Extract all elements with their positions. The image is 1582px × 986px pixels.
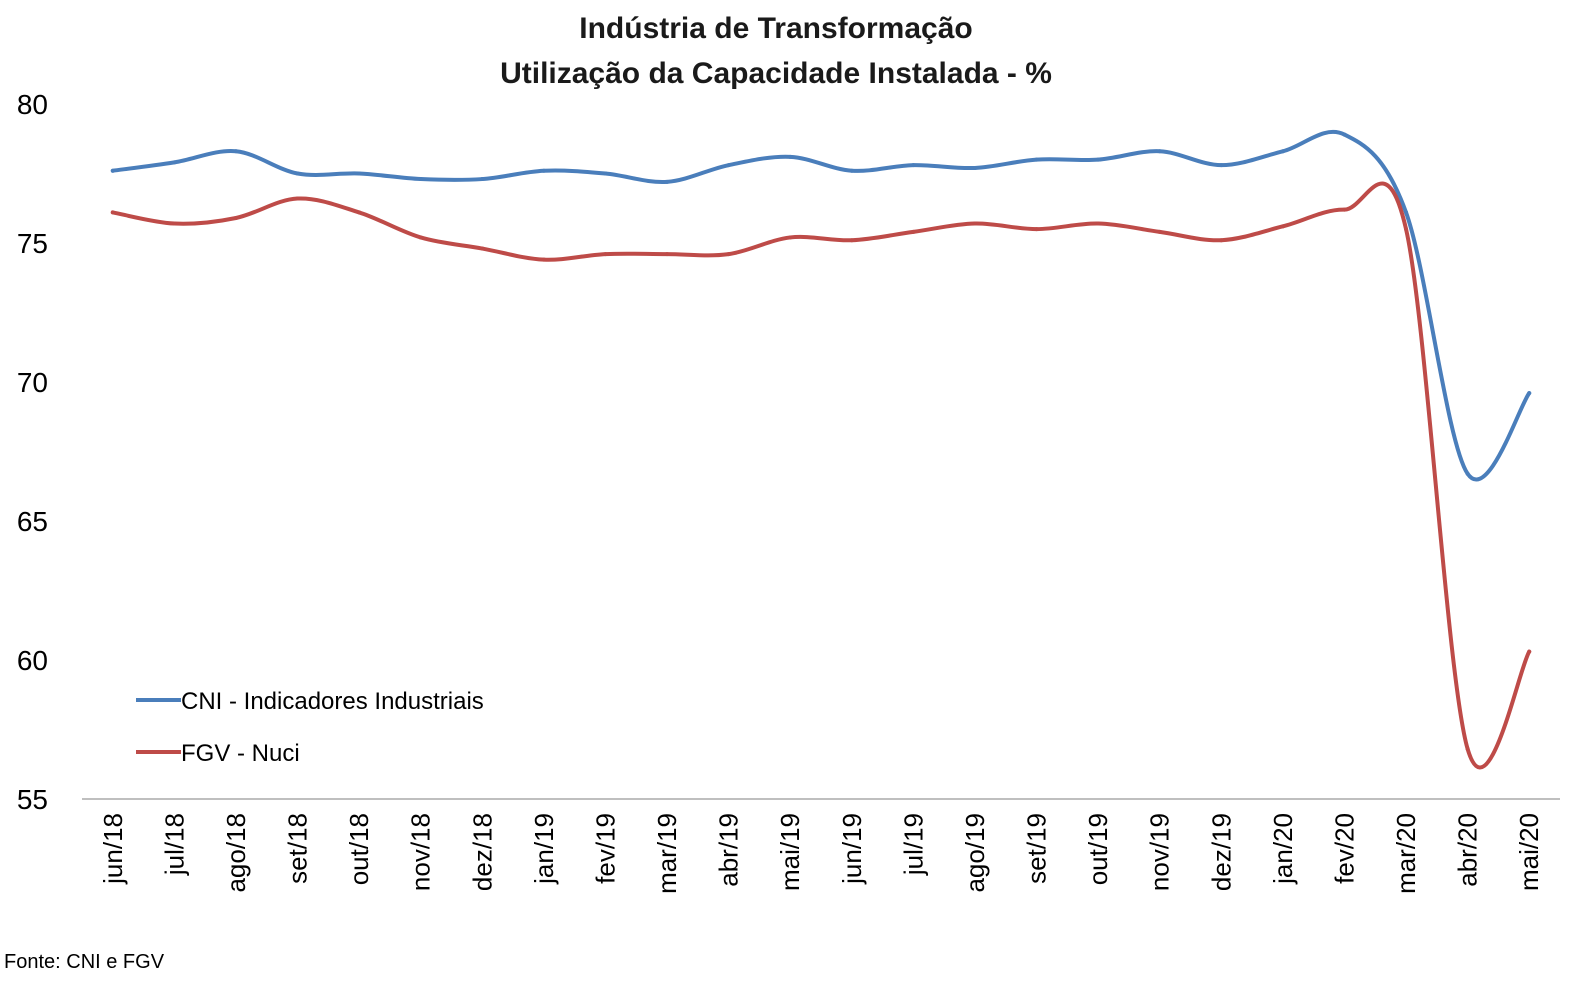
data-point (480, 246, 485, 251)
data-point (788, 154, 793, 159)
x-tick-label: ago/18 (221, 813, 251, 893)
x-tick-label: jun/19 (837, 813, 867, 885)
data-point (418, 177, 423, 182)
y-tick-label: 75 (17, 228, 48, 259)
legend-label: FGV - Nuci (181, 740, 300, 767)
y-tick-label: 80 (17, 89, 48, 120)
x-tick-label: nov/18 (406, 813, 436, 891)
data-point (1280, 224, 1285, 229)
series-line (110, 181, 1532, 770)
data-point (911, 229, 916, 234)
y-tick-label: 65 (17, 506, 48, 537)
data-point (1404, 227, 1409, 232)
data-point (1157, 149, 1162, 154)
data-point (541, 257, 546, 262)
data-point (1034, 227, 1039, 232)
data-point (726, 163, 731, 168)
data-point (172, 160, 177, 165)
data-point (1342, 132, 1347, 137)
source-note: Fonte: CNI e FGV (4, 951, 165, 973)
data-point (480, 177, 485, 182)
data-point (233, 149, 238, 154)
data-point (295, 196, 300, 201)
x-tick-label: mai/19 (775, 813, 805, 891)
chart-title: Indústria de Transformação (579, 12, 972, 45)
series-lines (110, 129, 1532, 770)
data-point (726, 252, 731, 257)
data-point (1404, 210, 1409, 215)
x-tick-label: abr/19 (714, 813, 744, 887)
data-point (1157, 229, 1162, 234)
data-point (1280, 149, 1285, 154)
data-point (1527, 391, 1532, 396)
data-point (849, 168, 854, 173)
data-point (603, 171, 608, 176)
data-point (603, 252, 608, 257)
data-point (357, 171, 362, 176)
x-tick-label: out/18 (344, 813, 374, 885)
x-tick-label: fev/20 (1329, 813, 1359, 884)
data-point (1219, 238, 1224, 243)
data-point (1527, 649, 1532, 654)
data-point (1034, 157, 1039, 162)
x-tick-label: set/18 (283, 813, 313, 884)
x-tick-label: abr/20 (1453, 813, 1483, 887)
x-tick-label: jun/18 (98, 813, 128, 885)
chart-subtitle: Utilização da Capacidade Instalada - % (500, 57, 1052, 90)
x-tick-label: jul/18 (159, 813, 189, 876)
x-tick-label: mar/19 (652, 813, 682, 894)
data-point (1465, 471, 1470, 476)
data-point (1096, 221, 1101, 226)
data-point (110, 168, 115, 173)
x-tick-label: set/19 (1022, 813, 1052, 884)
data-point (357, 210, 362, 215)
data-point (665, 252, 670, 257)
data-point (849, 238, 854, 243)
data-point (972, 165, 977, 170)
x-tick-label: nov/19 (1145, 813, 1175, 891)
legend: CNI - Indicadores Industriais FGV - Nuci (136, 688, 484, 767)
data-point (233, 215, 238, 220)
x-tick-label: jan/19 (529, 813, 559, 885)
data-point (911, 163, 916, 168)
x-tick-label: out/19 (1083, 813, 1113, 885)
y-tick-label: 70 (17, 367, 48, 398)
data-point (1465, 746, 1470, 751)
series-group (110, 181, 1532, 770)
data-point (972, 221, 977, 226)
x-tick-label: jan/20 (1268, 813, 1298, 885)
y-tick-label: 55 (17, 784, 48, 815)
data-point (172, 221, 177, 226)
data-point (1219, 163, 1224, 168)
data-point (1342, 207, 1347, 212)
data-point (110, 210, 115, 215)
data-point (541, 168, 546, 173)
legend-label: CNI - Indicadores Industriais (181, 688, 484, 715)
data-point (418, 235, 423, 240)
x-tick-label: ago/19 (960, 813, 990, 893)
x-tick-label: dez/18 (467, 813, 497, 891)
data-point (1096, 157, 1101, 162)
series-group (110, 129, 1532, 482)
x-tick-label: mai/20 (1514, 813, 1544, 891)
y-axis-ticks: 55 60 65 70 75 80 (17, 89, 48, 815)
x-tick-label: dez/19 (1206, 813, 1236, 891)
data-point (665, 179, 670, 184)
data-point (295, 171, 300, 176)
data-point (788, 235, 793, 240)
x-axis-ticks: jun/18 jul/18 ago/18 set/18 out/18 nov/18 dez/… (98, 813, 1544, 894)
x-tick-label: jul/19 (898, 813, 928, 876)
y-tick-label: 60 (17, 645, 48, 676)
series-line (110, 129, 1532, 482)
x-tick-label: fev/19 (590, 813, 620, 884)
x-tick-label: mar/20 (1391, 813, 1421, 894)
